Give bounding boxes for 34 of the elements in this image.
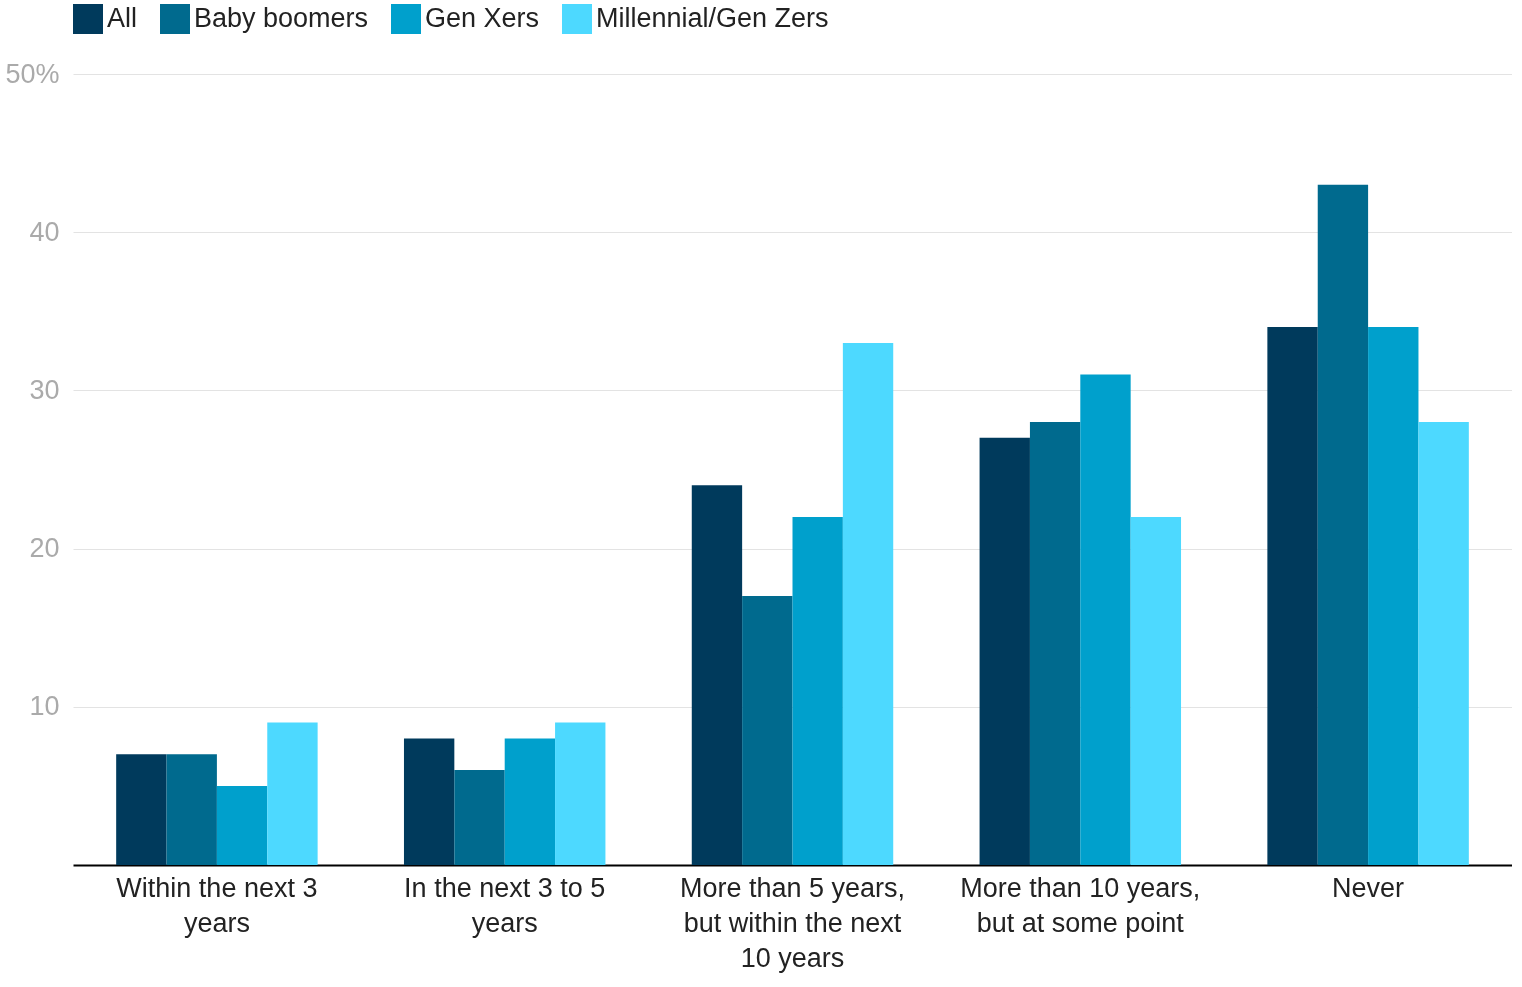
bar [1317,184,1369,865]
legend-label: Gen Xers [425,3,540,33]
bar [742,596,793,865]
x-tick-label: More than 10 years, but at some point [960,872,1201,938]
bar [454,770,505,865]
bar [1368,327,1419,865]
bar [979,437,1030,865]
bar [1130,516,1182,865]
bar [1029,422,1081,865]
y-tick-label: 50% [5,58,60,89]
bar [116,754,167,865]
legend-label: Millennial/Gen Zers [596,3,829,33]
legend-label: All [107,3,138,33]
bar [1080,374,1131,865]
bar [1267,327,1318,865]
x-tick-label: Within the next 3 years [116,872,318,938]
bar [166,754,217,865]
bar [792,516,843,865]
x-tick-label: More than 5 years, but within the next 10 years [679,872,906,973]
x-tick-label: Never [1332,872,1405,903]
y-tick-label: 30 [29,374,60,405]
x-tick-label: In the next 3 to 5 years [404,872,606,938]
bar [691,485,743,865]
bar [555,722,606,865]
bar [403,738,455,865]
bar [1418,422,1469,865]
legend-label: Baby boomers [194,3,369,33]
bar [504,738,556,865]
bar [842,342,894,865]
y-tick-label: 40 [29,216,60,247]
y-tick-label: 20 [29,533,60,564]
bar [216,785,268,865]
y-tick-label: 10 [29,691,60,722]
bar [267,722,318,865]
